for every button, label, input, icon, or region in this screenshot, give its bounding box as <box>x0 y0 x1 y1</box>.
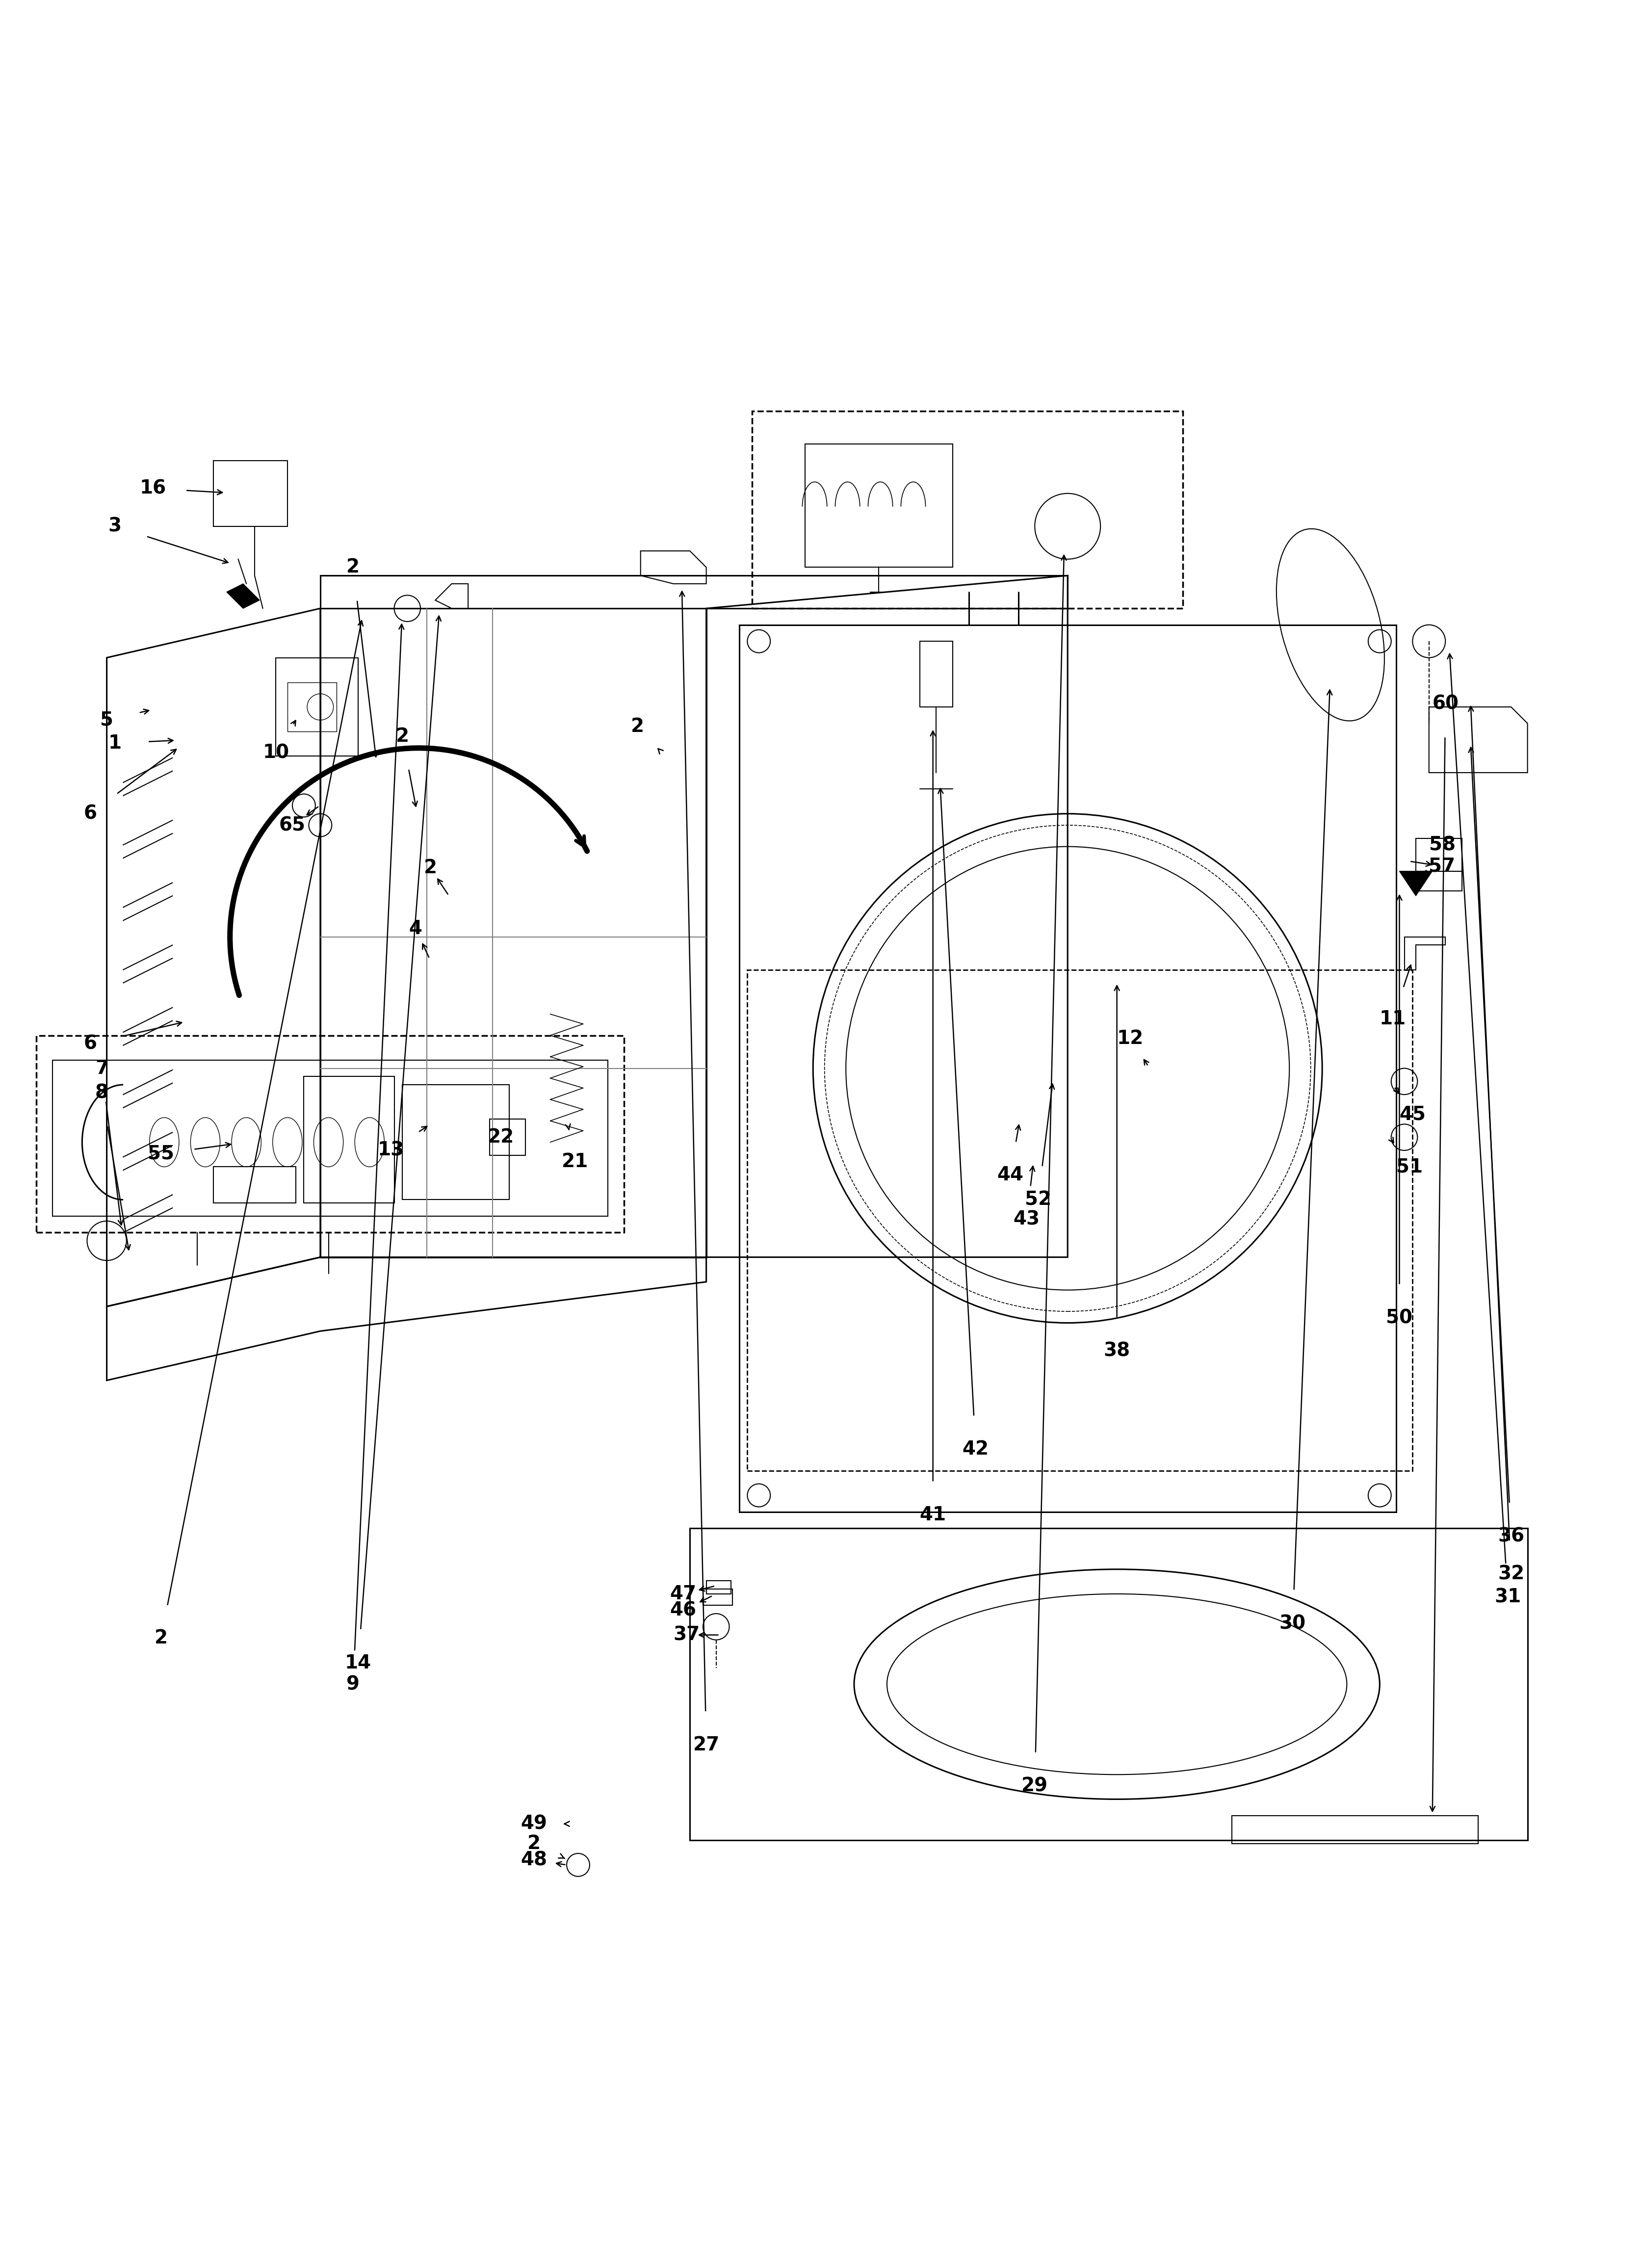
Bar <box>489 1118 525 1154</box>
Text: 42: 42 <box>962 1440 988 1458</box>
Text: 16: 16 <box>140 479 166 497</box>
Text: 51: 51 <box>1396 1157 1422 1177</box>
Text: 49: 49 <box>521 1814 547 1833</box>
Text: 10: 10 <box>263 744 289 762</box>
Text: 43: 43 <box>1013 1211 1039 1229</box>
Text: 29: 29 <box>1021 1776 1048 1796</box>
Bar <box>287 683 337 733</box>
Bar <box>1415 871 1461 891</box>
Text: 4: 4 <box>409 919 422 939</box>
Text: 46: 46 <box>670 1601 696 1619</box>
Text: 31: 31 <box>1494 1588 1520 1606</box>
Text: 2: 2 <box>396 728 409 746</box>
Text: 55: 55 <box>148 1145 174 1163</box>
Text: 2: 2 <box>346 558 360 576</box>
Text: 47: 47 <box>670 1585 696 1603</box>
Bar <box>752 411 1182 608</box>
Text: 6: 6 <box>84 1034 97 1052</box>
Text: 37: 37 <box>673 1626 699 1644</box>
Text: 52: 52 <box>1025 1191 1051 1209</box>
Text: 48: 48 <box>521 1851 547 1869</box>
Text: 3: 3 <box>108 517 122 535</box>
Text: 14: 14 <box>345 1653 371 1672</box>
Text: 58: 58 <box>1429 835 1455 855</box>
Text: 8: 8 <box>95 1084 108 1102</box>
Text: 45: 45 <box>1399 1105 1425 1123</box>
Text: 2: 2 <box>154 1628 167 1647</box>
Text: 21: 21 <box>562 1152 588 1170</box>
Text: 5: 5 <box>100 710 113 730</box>
Text: 9: 9 <box>346 1674 360 1694</box>
Text: 41: 41 <box>920 1506 946 1524</box>
Text: 36: 36 <box>1498 1526 1524 1547</box>
Text: 2: 2 <box>631 717 644 737</box>
Bar <box>747 971 1412 1470</box>
Text: 13: 13 <box>378 1141 404 1159</box>
Text: 57: 57 <box>1429 857 1455 875</box>
Text: 38: 38 <box>1103 1340 1130 1361</box>
Text: 6: 6 <box>84 805 97 823</box>
Polygon shape <box>227 583 259 608</box>
Bar <box>36 1036 624 1232</box>
Bar <box>703 1590 732 1606</box>
Text: 1: 1 <box>108 735 122 753</box>
Text: 50: 50 <box>1386 1309 1412 1327</box>
Text: 27: 27 <box>693 1735 719 1755</box>
Text: 30: 30 <box>1279 1615 1305 1633</box>
Text: 2: 2 <box>527 1835 540 1853</box>
Text: 22: 22 <box>488 1127 514 1148</box>
Bar <box>1415 839 1461 871</box>
Text: 2: 2 <box>424 860 437 878</box>
Text: 44: 44 <box>997 1166 1023 1184</box>
Bar <box>706 1581 731 1594</box>
Polygon shape <box>1399 871 1432 896</box>
Text: 32: 32 <box>1498 1565 1524 1583</box>
Text: 11: 11 <box>1379 1009 1406 1027</box>
Text: 12: 12 <box>1117 1030 1143 1048</box>
Text: 65: 65 <box>279 816 305 835</box>
Bar <box>920 642 952 708</box>
Text: 7: 7 <box>95 1059 108 1077</box>
Text: 60: 60 <box>1432 694 1458 712</box>
